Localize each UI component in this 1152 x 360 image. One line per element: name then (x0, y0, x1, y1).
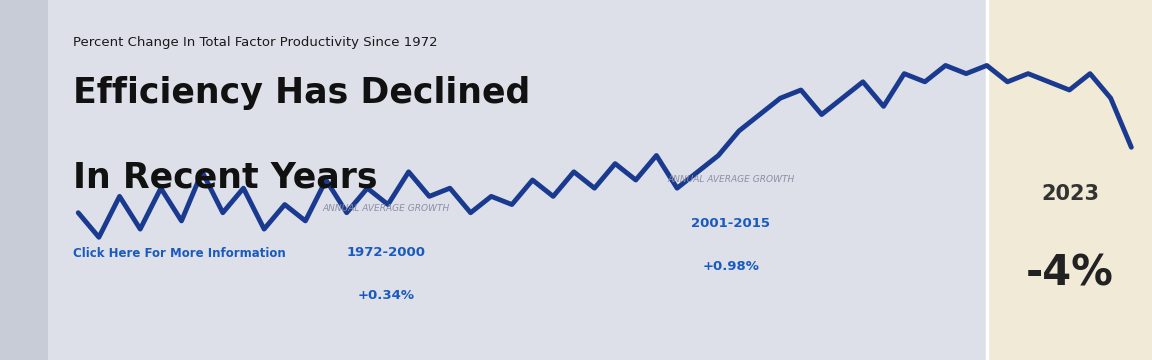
Text: Efficiency Has Declined: Efficiency Has Declined (73, 76, 530, 109)
Text: -4%: -4% (1026, 253, 1114, 294)
Text: Click Here For More Information: Click Here For More Information (73, 247, 286, 260)
Text: ANNUAL AVERAGE GROWTH: ANNUAL AVERAGE GROWTH (667, 175, 794, 184)
Text: In Recent Years: In Recent Years (73, 160, 377, 194)
Text: +0.98%: +0.98% (703, 260, 759, 273)
Text: 1972-2000: 1972-2000 (347, 246, 425, 258)
Text: +0.34%: +0.34% (357, 289, 415, 302)
Bar (987, 0, 1152, 360)
Text: 2023: 2023 (1041, 184, 1099, 204)
Text: 2001-2015: 2001-2015 (691, 217, 771, 230)
Text: ANNUAL AVERAGE GROWTH: ANNUAL AVERAGE GROWTH (323, 204, 449, 213)
Text: Percent Change In Total Factor Productivity Since 1972: Percent Change In Total Factor Productiv… (73, 36, 438, 49)
